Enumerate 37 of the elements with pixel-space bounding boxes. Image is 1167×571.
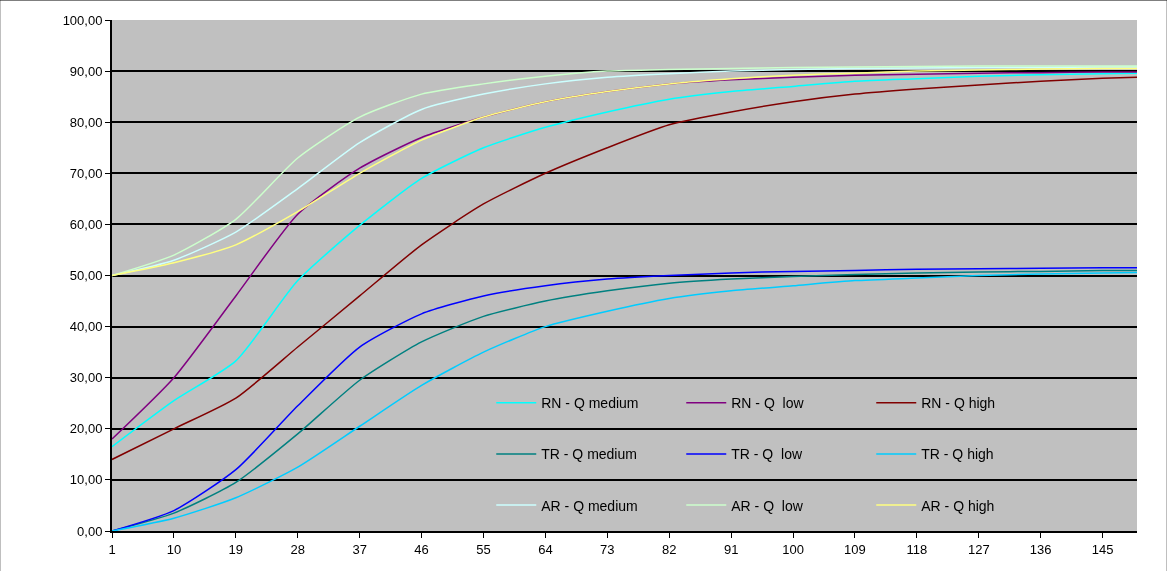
x-tick-label: 91 — [723, 541, 739, 557]
legend-label: AR - Q medium — [541, 497, 638, 514]
y-tick-label: 40,00 — [69, 319, 103, 335]
y-tick-label: 20,00 — [69, 421, 103, 437]
x-tick-label: 28 — [290, 541, 305, 557]
y-tick-label: 0,00 — [77, 523, 103, 539]
legend-label: RN - Q medium — [541, 395, 639, 412]
x-tick-label: 19 — [228, 541, 244, 557]
x-tick-label: 145 — [1091, 541, 1114, 557]
x-tick-label: 127 — [967, 541, 990, 557]
x-tick-label: 37 — [352, 541, 367, 557]
y-tick-label: 100,00 — [62, 12, 103, 28]
y-tick-label: 90,00 — [69, 63, 103, 79]
x-tick-label: 109 — [844, 541, 866, 557]
x-tick-label: 1 — [108, 541, 116, 557]
legend-label: TR - Q high — [921, 446, 994, 463]
y-tick-label: 80,00 — [69, 114, 103, 130]
y-tick-label: 60,00 — [69, 216, 103, 232]
legend-label: TR - Q medium — [541, 446, 637, 463]
x-tick-label: 136 — [1029, 541, 1052, 557]
y-tick-label: 70,00 — [69, 165, 103, 181]
legend-label: AR - Q low — [731, 497, 804, 514]
legend-label: AR - Q high — [921, 497, 995, 514]
y-tick-label: 30,00 — [69, 370, 103, 386]
legend-label: RN - Q high — [921, 395, 996, 412]
x-tick-label: 55 — [476, 541, 491, 557]
x-tick-label: 64 — [538, 541, 553, 557]
x-tick-label: 82 — [661, 541, 677, 557]
y-tick-label: 50,00 — [69, 268, 103, 284]
x-tick-label: 100 — [782, 541, 804, 557]
x-tick-label: 73 — [600, 541, 615, 557]
legend-label: RN - Q low — [731, 395, 805, 412]
legend-label: TR - Q low — [731, 446, 803, 463]
x-tick-label: 46 — [414, 541, 429, 557]
x-tick-label: 10 — [166, 541, 182, 557]
x-tick-label: 118 — [906, 541, 928, 557]
y-tick-label: 10,00 — [69, 472, 103, 488]
